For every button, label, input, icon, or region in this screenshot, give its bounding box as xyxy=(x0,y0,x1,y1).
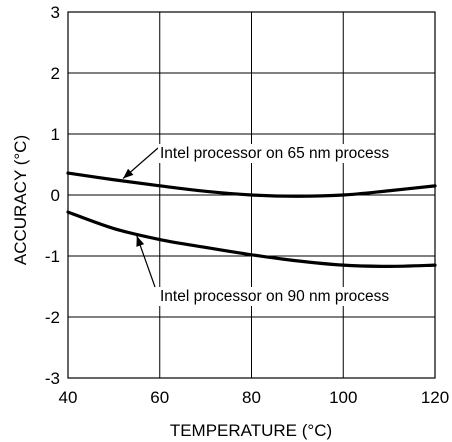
annotation-label-background xyxy=(158,287,392,306)
y-axis-title: ACCURACY (°C) xyxy=(11,135,30,265)
series-line-2 xyxy=(66,210,437,268)
x-tick-label: 40 xyxy=(59,388,78,407)
y-tick-label: 0 xyxy=(51,186,60,205)
x-tick-label: 100 xyxy=(329,388,357,407)
x-tick-label: 120 xyxy=(421,388,449,407)
y-tick-label: -3 xyxy=(45,369,60,388)
y-tick-label: 3 xyxy=(51,3,60,22)
y-tick-label: -2 xyxy=(45,308,60,327)
y-tick-label: 1 xyxy=(51,125,60,144)
series-lines xyxy=(66,171,437,268)
annotation-label: Intel processor on 90 nm process xyxy=(160,288,389,305)
annotation-label-background xyxy=(158,144,392,163)
annotation-arrowhead xyxy=(136,235,145,247)
y-tick-label: -1 xyxy=(45,247,60,266)
y-tick-label: 2 xyxy=(51,64,60,83)
tick-labels: 40 60 80 100 120 3 2 1 0 -1 -2 -3 xyxy=(45,3,449,407)
annotation-label: Intel processor on 65 nm process xyxy=(160,145,389,162)
plot-frame xyxy=(67,11,436,379)
annotation-arrowhead xyxy=(123,168,134,179)
x-tick-label: 60 xyxy=(150,388,169,407)
x-tick-label: 80 xyxy=(242,388,261,407)
x-axis-title: TEMPERATURE (°C) xyxy=(170,421,332,440)
annotations: Intel processor on 65 nm process Intel pr… xyxy=(122,144,392,306)
series-line-1 xyxy=(66,171,437,198)
